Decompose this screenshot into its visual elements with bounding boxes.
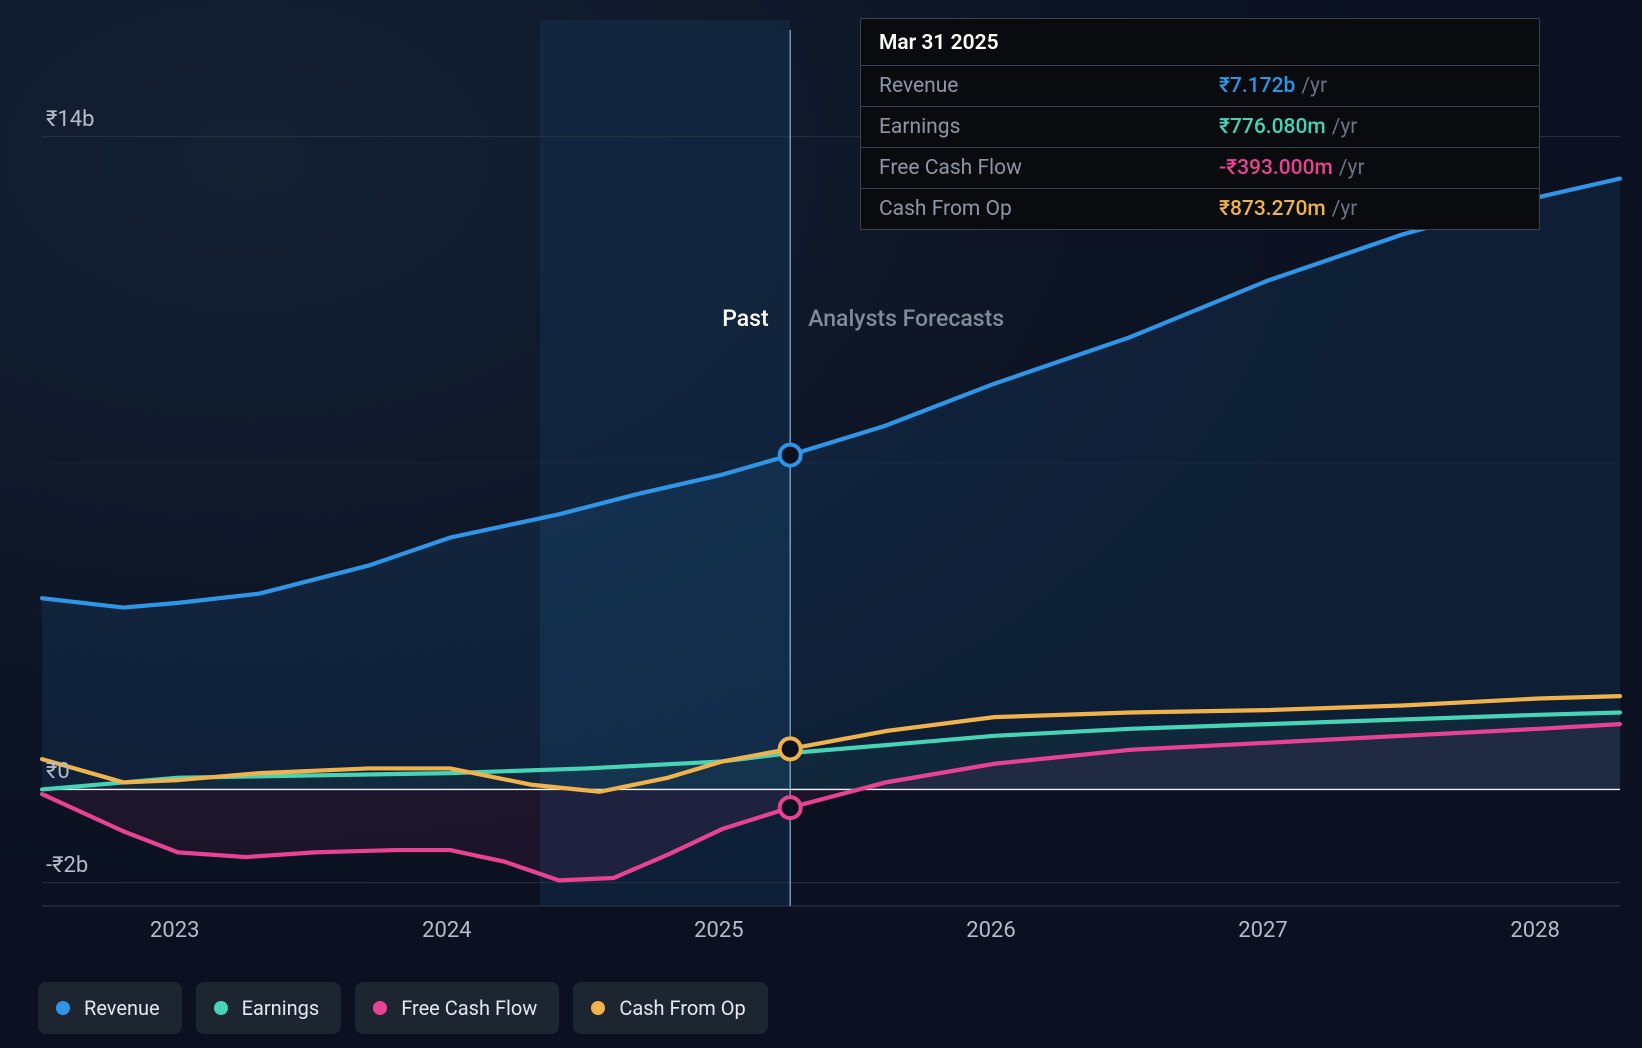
tooltip-row-label: Earnings: [879, 115, 1219, 139]
tooltip-row-label: Cash From Op: [879, 197, 1219, 221]
legend-dot-icon: [591, 1001, 605, 1015]
chart-tooltip: Mar 31 2025 Revenue₹7.172b/yrEarnings₹77…: [860, 18, 1540, 230]
legend-label: Cash From Op: [619, 996, 745, 1020]
legend-dot-icon: [373, 1001, 387, 1015]
legend-label: Earnings: [242, 996, 320, 1020]
tooltip-row-unit: /yr: [1332, 115, 1358, 139]
legend-item-revenue[interactable]: Revenue: [38, 982, 182, 1034]
tooltip-row-unit: /yr: [1339, 156, 1365, 180]
tooltip-row-label: Revenue: [879, 74, 1219, 98]
x-axis-tick: 2028: [1510, 918, 1559, 943]
y-axis-tick: ₹0: [46, 759, 70, 784]
tooltip-date: Mar 31 2025: [861, 19, 1539, 66]
legend-label: Free Cash Flow: [401, 996, 537, 1020]
x-axis-tick: 2026: [966, 918, 1015, 943]
y-axis-tick: ₹14b: [46, 107, 94, 132]
legend-dot-icon: [214, 1001, 228, 1015]
tooltip-row-unit: /yr: [1301, 74, 1327, 98]
x-axis-tick: 2027: [1238, 918, 1287, 943]
financial-chart-panel: ₹14b ₹0 -₹2b 2023 2024 2025 2026 2027 2028 Past…: [0, 0, 1642, 1048]
tooltip-row-value: ₹873.270m: [1219, 197, 1326, 221]
past-label: Past: [722, 305, 768, 332]
tooltip-row-label: Free Cash Flow: [879, 156, 1219, 180]
y-axis-tick: -₹2b: [46, 853, 88, 878]
tooltip-row: Cash From Op₹873.270m/yr: [861, 189, 1539, 229]
legend-dot-icon: [56, 1001, 70, 1015]
x-axis-tick: 2025: [694, 918, 743, 943]
legend-item-free-cash-flow[interactable]: Free Cash Flow: [355, 982, 559, 1034]
tooltip-row-value: ₹7.172b: [1219, 74, 1295, 98]
forecast-label: Analysts Forecasts: [808, 305, 1004, 332]
legend-item-earnings[interactable]: Earnings: [196, 982, 342, 1034]
chart-legend: Revenue Earnings Free Cash Flow Cash From O…: [38, 982, 768, 1034]
tooltip-row: Earnings₹776.080m/yr: [861, 107, 1539, 148]
tooltip-row-value: -₹393.000m: [1219, 156, 1333, 180]
tooltip-row-unit: /yr: [1332, 197, 1358, 221]
x-axis-tick: 2024: [422, 918, 471, 943]
tooltip-row: Revenue₹7.172b/yr: [861, 66, 1539, 107]
x-axis-tick: 2023: [150, 918, 199, 943]
tooltip-row-value: ₹776.080m: [1219, 115, 1326, 139]
tooltip-row: Free Cash Flow-₹393.000m/yr: [861, 148, 1539, 189]
legend-item-cash-from-op[interactable]: Cash From Op: [573, 982, 767, 1034]
legend-label: Revenue: [84, 996, 160, 1020]
